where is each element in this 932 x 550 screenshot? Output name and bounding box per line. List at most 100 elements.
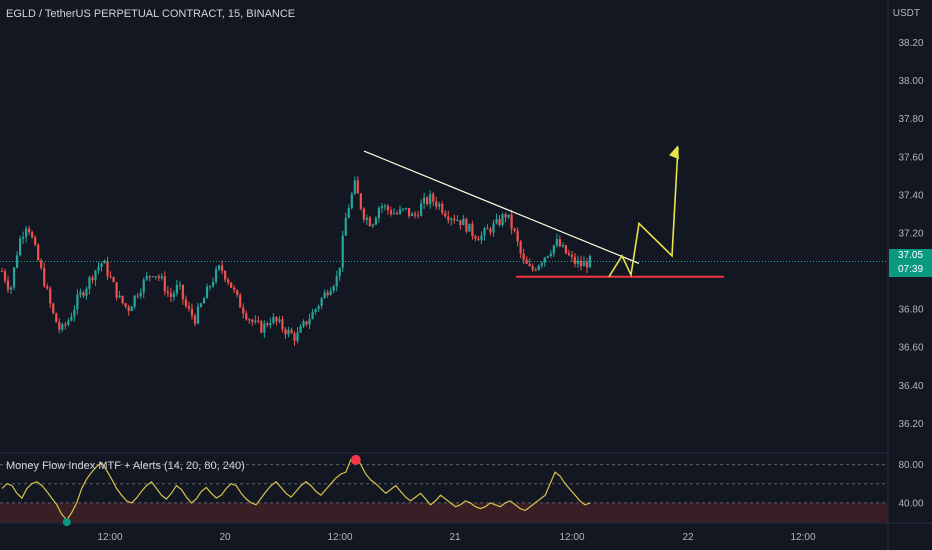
candle	[531, 263, 534, 272]
candle	[151, 275, 154, 278]
candle-body	[516, 230, 519, 242]
price-tick-10: 36.20	[898, 419, 923, 430]
candle	[9, 285, 13, 295]
candle	[208, 285, 212, 291]
candle-body	[211, 281, 215, 287]
candle-body	[438, 203, 441, 207]
candle	[417, 210, 420, 219]
candle	[157, 274, 160, 282]
candle-body	[398, 209, 402, 214]
candle	[380, 203, 384, 213]
candle	[254, 315, 257, 325]
candle	[323, 289, 326, 299]
candle-body	[567, 253, 570, 256]
candle	[166, 286, 169, 298]
candle	[115, 282, 118, 301]
candle	[94, 269, 97, 286]
candle-body	[420, 203, 423, 217]
candle	[528, 258, 531, 267]
candle-body	[404, 207, 408, 209]
candle-body	[410, 213, 414, 217]
candle-body	[196, 306, 200, 324]
candle-body	[329, 290, 332, 296]
candle-body	[118, 295, 121, 298]
candle	[585, 258, 589, 274]
candle-body	[323, 292, 326, 299]
candle-body	[386, 205, 390, 211]
candle	[275, 316, 278, 326]
candle-body	[350, 194, 353, 209]
candle	[251, 318, 254, 326]
candle	[305, 321, 308, 327]
candle-body	[40, 260, 43, 268]
candle	[332, 284, 335, 294]
candle	[242, 303, 245, 319]
time-tick-2: 12:00	[327, 532, 352, 543]
candle-body	[239, 295, 242, 308]
candle	[0, 267, 4, 273]
candle-body	[272, 317, 275, 324]
candle-body	[558, 239, 561, 247]
candle-body	[251, 319, 254, 323]
candle	[582, 256, 586, 267]
candle	[311, 308, 314, 320]
candle	[6, 275, 10, 293]
candle-body	[492, 223, 495, 233]
candle-body	[97, 266, 100, 271]
candles	[0, 176, 592, 347]
candle-body	[374, 218, 378, 225]
candle	[43, 262, 46, 288]
candle	[507, 214, 510, 220]
candle	[103, 259, 106, 264]
candle	[211, 277, 215, 288]
candle	[233, 285, 236, 294]
mfi-tick-0: 80.00	[898, 460, 923, 471]
candle-body	[85, 288, 88, 296]
candle	[546, 255, 549, 259]
candle	[504, 212, 507, 223]
candle-body	[37, 244, 40, 261]
candle-body	[564, 245, 567, 254]
candle-body	[172, 293, 175, 298]
candle	[79, 288, 82, 298]
candle	[148, 275, 151, 282]
candle-body	[540, 262, 543, 266]
candle	[588, 254, 592, 268]
candle	[52, 302, 55, 315]
candle	[67, 318, 70, 327]
candle	[347, 204, 350, 219]
candle-body	[227, 279, 230, 283]
candle	[85, 286, 88, 300]
candle-body	[218, 265, 221, 270]
candle-body	[79, 292, 82, 295]
candle	[266, 321, 269, 327]
drawings	[0, 145, 888, 278]
candle-body	[139, 292, 142, 297]
candle	[160, 273, 163, 281]
candle-body	[528, 263, 531, 267]
candle	[257, 315, 260, 324]
candle	[459, 219, 462, 230]
candle-body	[127, 306, 130, 312]
price-tick-9: 36.40	[898, 381, 923, 392]
candle	[567, 249, 570, 257]
candle-body	[175, 285, 178, 294]
candle-body	[423, 197, 426, 204]
candle-body	[281, 319, 284, 330]
candle	[407, 207, 411, 219]
candle-body	[317, 305, 320, 309]
candle-body	[130, 306, 133, 312]
candle-body	[15, 255, 19, 268]
candle	[73, 305, 76, 322]
candle	[456, 215, 459, 222]
candle	[245, 310, 248, 321]
candle-body	[190, 308, 194, 316]
candle-body	[326, 292, 329, 296]
candle	[154, 276, 157, 280]
candle	[239, 292, 242, 308]
candle	[344, 212, 347, 236]
candle-body	[9, 287, 13, 290]
candle-body	[453, 218, 456, 221]
mfi-overbought-marker	[350, 454, 361, 465]
